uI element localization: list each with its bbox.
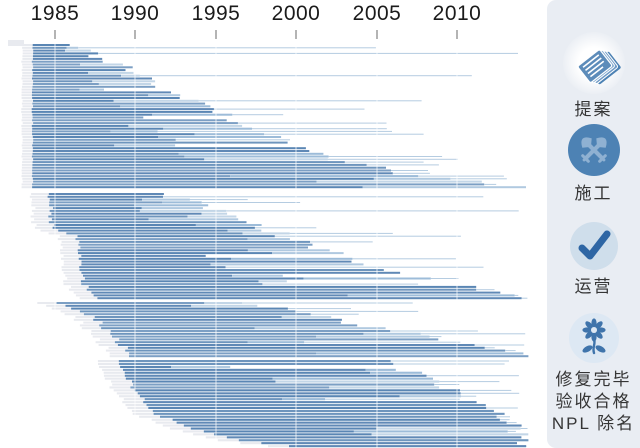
axis-year-label: 2010 bbox=[432, 2, 482, 25]
axis-year-label: 1990 bbox=[110, 2, 160, 25]
gantt-cluster-1 bbox=[21, 44, 526, 189]
legend-item-proposal: 提案 bbox=[547, 32, 640, 121]
legend-sidebar: 提案 bbox=[547, 0, 640, 448]
legend-label-construction: 施工 bbox=[574, 184, 613, 203]
gantt-cluster-3 bbox=[37, 302, 529, 358]
axis-tick bbox=[295, 30, 297, 39]
legend-label-operation: 运营 bbox=[574, 277, 613, 296]
checkmark-icon bbox=[569, 221, 619, 271]
axis-tick bbox=[456, 30, 458, 39]
papers-icon bbox=[562, 32, 625, 94]
legend-label-delisted: 修复完毕 验收合格 NPL 除名 bbox=[551, 370, 636, 433]
axis-year-label: 1995 bbox=[191, 2, 241, 25]
shovels-icon bbox=[566, 122, 622, 178]
axis-tick bbox=[376, 30, 378, 39]
axis-year-label: 2005 bbox=[352, 2, 402, 25]
legend-label-proposal: 提案 bbox=[574, 100, 613, 119]
axis-tick bbox=[215, 30, 217, 39]
legend-item-construction: 施工 bbox=[547, 122, 640, 205]
axis-year-label: 2000 bbox=[271, 2, 321, 25]
legend-item-delisted: 修复完毕 验收合格 NPL 除名 bbox=[547, 312, 640, 435]
year-axis: 1985 1990 1995 2000 2005 2010 bbox=[0, 0, 547, 42]
legend-item-operation: 运营 bbox=[547, 221, 640, 298]
axis-tick bbox=[54, 30, 56, 39]
gantt-cluster-4 bbox=[97, 360, 529, 448]
flower-icon bbox=[568, 312, 620, 364]
axis-year-label: 1985 bbox=[30, 2, 80, 25]
gantt-cluster-2 bbox=[29, 193, 528, 300]
axis-tick bbox=[134, 30, 136, 39]
